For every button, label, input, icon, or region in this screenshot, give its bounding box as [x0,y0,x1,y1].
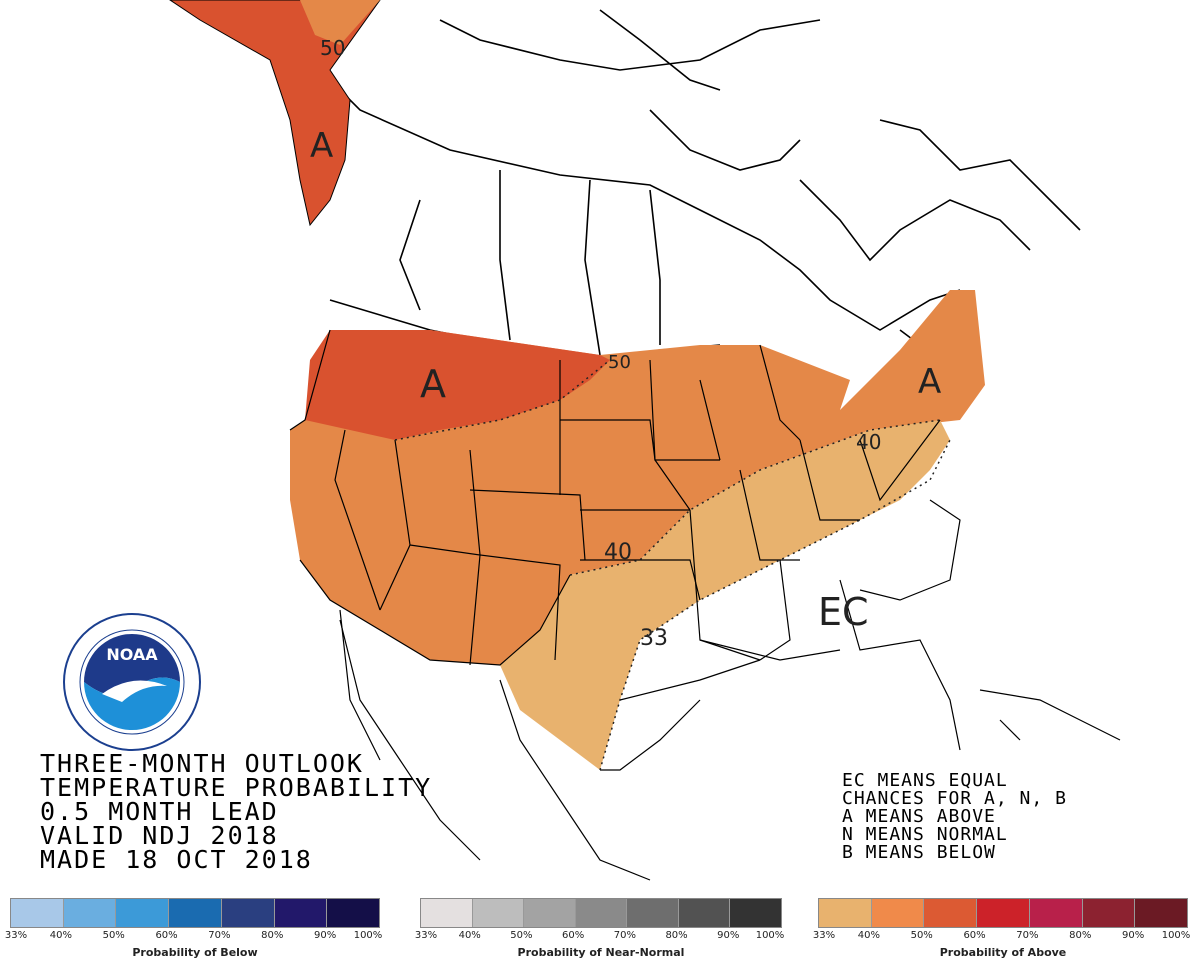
scale-swatch [221,899,275,927]
state-boundaries [289,329,961,771]
outlook-title: THREE-MONTH OUTLOOK TEMPERATURE PROBABIL… [40,749,433,874]
scale-swatch [1135,899,1188,927]
noaa-logo-text: NOAA [106,645,158,664]
scale-swatch [977,899,1030,927]
above-normal-shading [290,290,985,770]
scale-tick-label: 60% [562,930,585,941]
scale-0 [10,898,380,928]
scale-swatch [819,899,872,927]
scale-swatch [524,899,576,927]
title-line-5: MADE 18 OCT 2018 [40,845,313,874]
scale-label: Probability of Below [132,946,258,959]
east-40-label: 40 [856,430,882,454]
scale-tick-label: 33% [812,930,836,941]
scale-tick-label: 40% [49,930,72,941]
scale-swatch [924,899,978,927]
mexico-outline [339,619,1121,881]
scale-swatch [575,899,628,927]
scale-tick-label: 70% [1016,930,1039,941]
scale-swatch [327,899,380,927]
scale-tick-label: 90% [314,930,337,941]
scale-tick-label: 80% [261,930,284,941]
alaska-shading [169,0,381,227]
legend-line-3: A MEANS ABOVE [842,806,996,827]
scale-swatch [627,899,679,927]
scale-swatch [274,899,328,927]
ec-label: EC [818,590,869,634]
scale-swatch [871,899,925,927]
scale-tick-label: 33% [4,930,28,941]
abbreviation-legend: EC MEANS EQUAL CHANCES FOR A, N, B A MEA… [842,772,1067,862]
scale-tick-label: 33% [414,930,438,941]
scale-swatch [169,899,222,927]
scale-label: Probability of Near-Normal [517,946,685,959]
scale-2 [818,898,1188,928]
scale-bar [818,898,1188,928]
scale-swatch [1082,899,1136,927]
east-a-label: A [918,362,942,402]
scale-1 [420,898,782,928]
scale-tick-label: 100% [1161,930,1191,941]
scale-tick-label: 100% [755,930,785,941]
probability-contours [394,359,951,771]
scale-tick-label: 60% [155,930,178,941]
mid-40-label: 40 [604,540,632,565]
scale-tick-label: 50% [102,930,125,941]
scale-tick-label: 90% [1122,930,1145,941]
scale-swatch [678,899,731,927]
contour-33-label: 33 [640,626,668,651]
scale-label: Probability of Above [939,946,1067,959]
scale-swatch [116,899,170,927]
scale-swatch [1029,899,1083,927]
scale-swatch [11,899,64,927]
title-line-3: 0.5 MONTH LEAD [40,797,279,826]
title-line-2: TEMPERATURE PROBABILITY [40,773,433,802]
scale-tick-label: 50% [910,930,933,941]
scale-swatch [472,899,525,927]
west-a-label: A [420,362,446,406]
outlook-map [169,0,1121,881]
scale-bar [420,898,782,928]
scale-tick-label: 90% [717,930,740,941]
scale-swatch [63,899,117,927]
alaska-50-label: 50 [320,36,346,60]
title-line-1: THREE-MONTH OUTLOOK [40,749,364,778]
alaska-a-label: A [310,126,334,166]
legend-line-1: EC MEANS EQUAL [842,770,1008,791]
scale-bar [10,898,380,928]
title-line-4: VALID NDJ 2018 [40,821,279,850]
legend-line-4: N MEANS NORMAL [842,824,1008,845]
legend-line-2: CHANCES FOR A, N, B [842,788,1067,809]
scale-swatch [421,899,473,927]
scale-tick-label: 80% [665,930,688,941]
scale-tick-label: 80% [1069,930,1092,941]
scale-tick-label: 60% [963,930,986,941]
region-50-percent [305,330,610,440]
region-33-percent [500,420,950,770]
plains-50-label: 50 [608,352,631,373]
scale-tick-label: 70% [613,930,636,941]
scale-tick-label: 40% [857,930,880,941]
scale-swatch [730,899,782,927]
noaa-logo: NOAA [63,613,201,751]
scale-tick-label: 100% [353,930,383,941]
scale-tick-label: 40% [458,930,481,941]
legend-line-5: B MEANS BELOW [842,842,996,863]
scale-tick-label: 50% [510,930,533,941]
scale-tick-label: 70% [208,930,231,941]
